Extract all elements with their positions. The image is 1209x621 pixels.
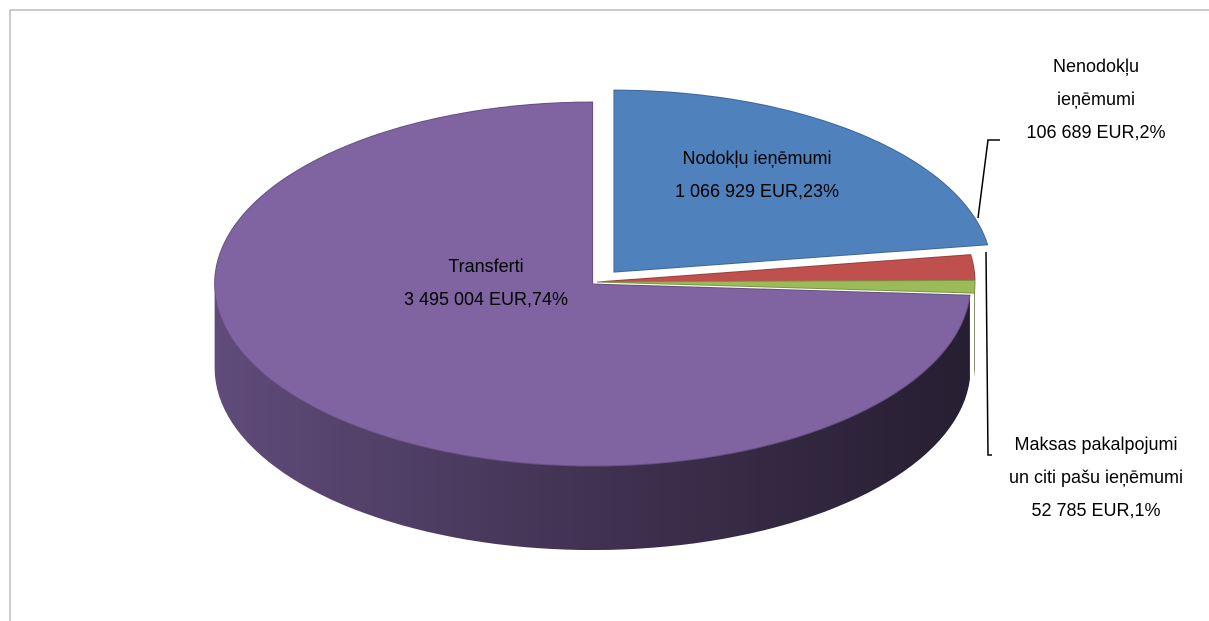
label-name: Transferti xyxy=(448,256,524,276)
slice xyxy=(214,101,971,467)
label-name: Nenodokļu ieņēmumi xyxy=(1052,56,1140,109)
label-value: 52 785 EUR,1% xyxy=(1031,500,1161,520)
slice xyxy=(613,89,989,273)
label-value: 106 689 EUR,2% xyxy=(1026,122,1166,142)
label-name: Maksas pakalpojumi un citi pašu ieņēmumi xyxy=(1008,434,1184,487)
leader-line xyxy=(977,139,1000,219)
pie xyxy=(214,89,989,551)
leader-line xyxy=(985,251,992,456)
slice-side xyxy=(214,284,970,551)
label-value: 1 066 929 EUR,23% xyxy=(674,181,840,201)
label-value: 3 495 004 EUR,74% xyxy=(403,289,569,309)
data-label: Transferti 3 495 004 EUR,74% xyxy=(366,250,606,316)
data-label: Nenodokļu ieņēmumi 106 689 EUR,2% xyxy=(1021,50,1171,149)
label-name: Nodokļu ieņēmumi xyxy=(682,148,832,168)
slice xyxy=(596,279,976,294)
slice-side xyxy=(974,282,975,378)
data-label: Nodokļu ieņēmumi 1 066 929 EUR,23% xyxy=(637,142,877,208)
slice xyxy=(596,254,976,283)
data-label: Maksas pakalpojumi un citi pašu ieņēmumi… xyxy=(1006,428,1186,527)
